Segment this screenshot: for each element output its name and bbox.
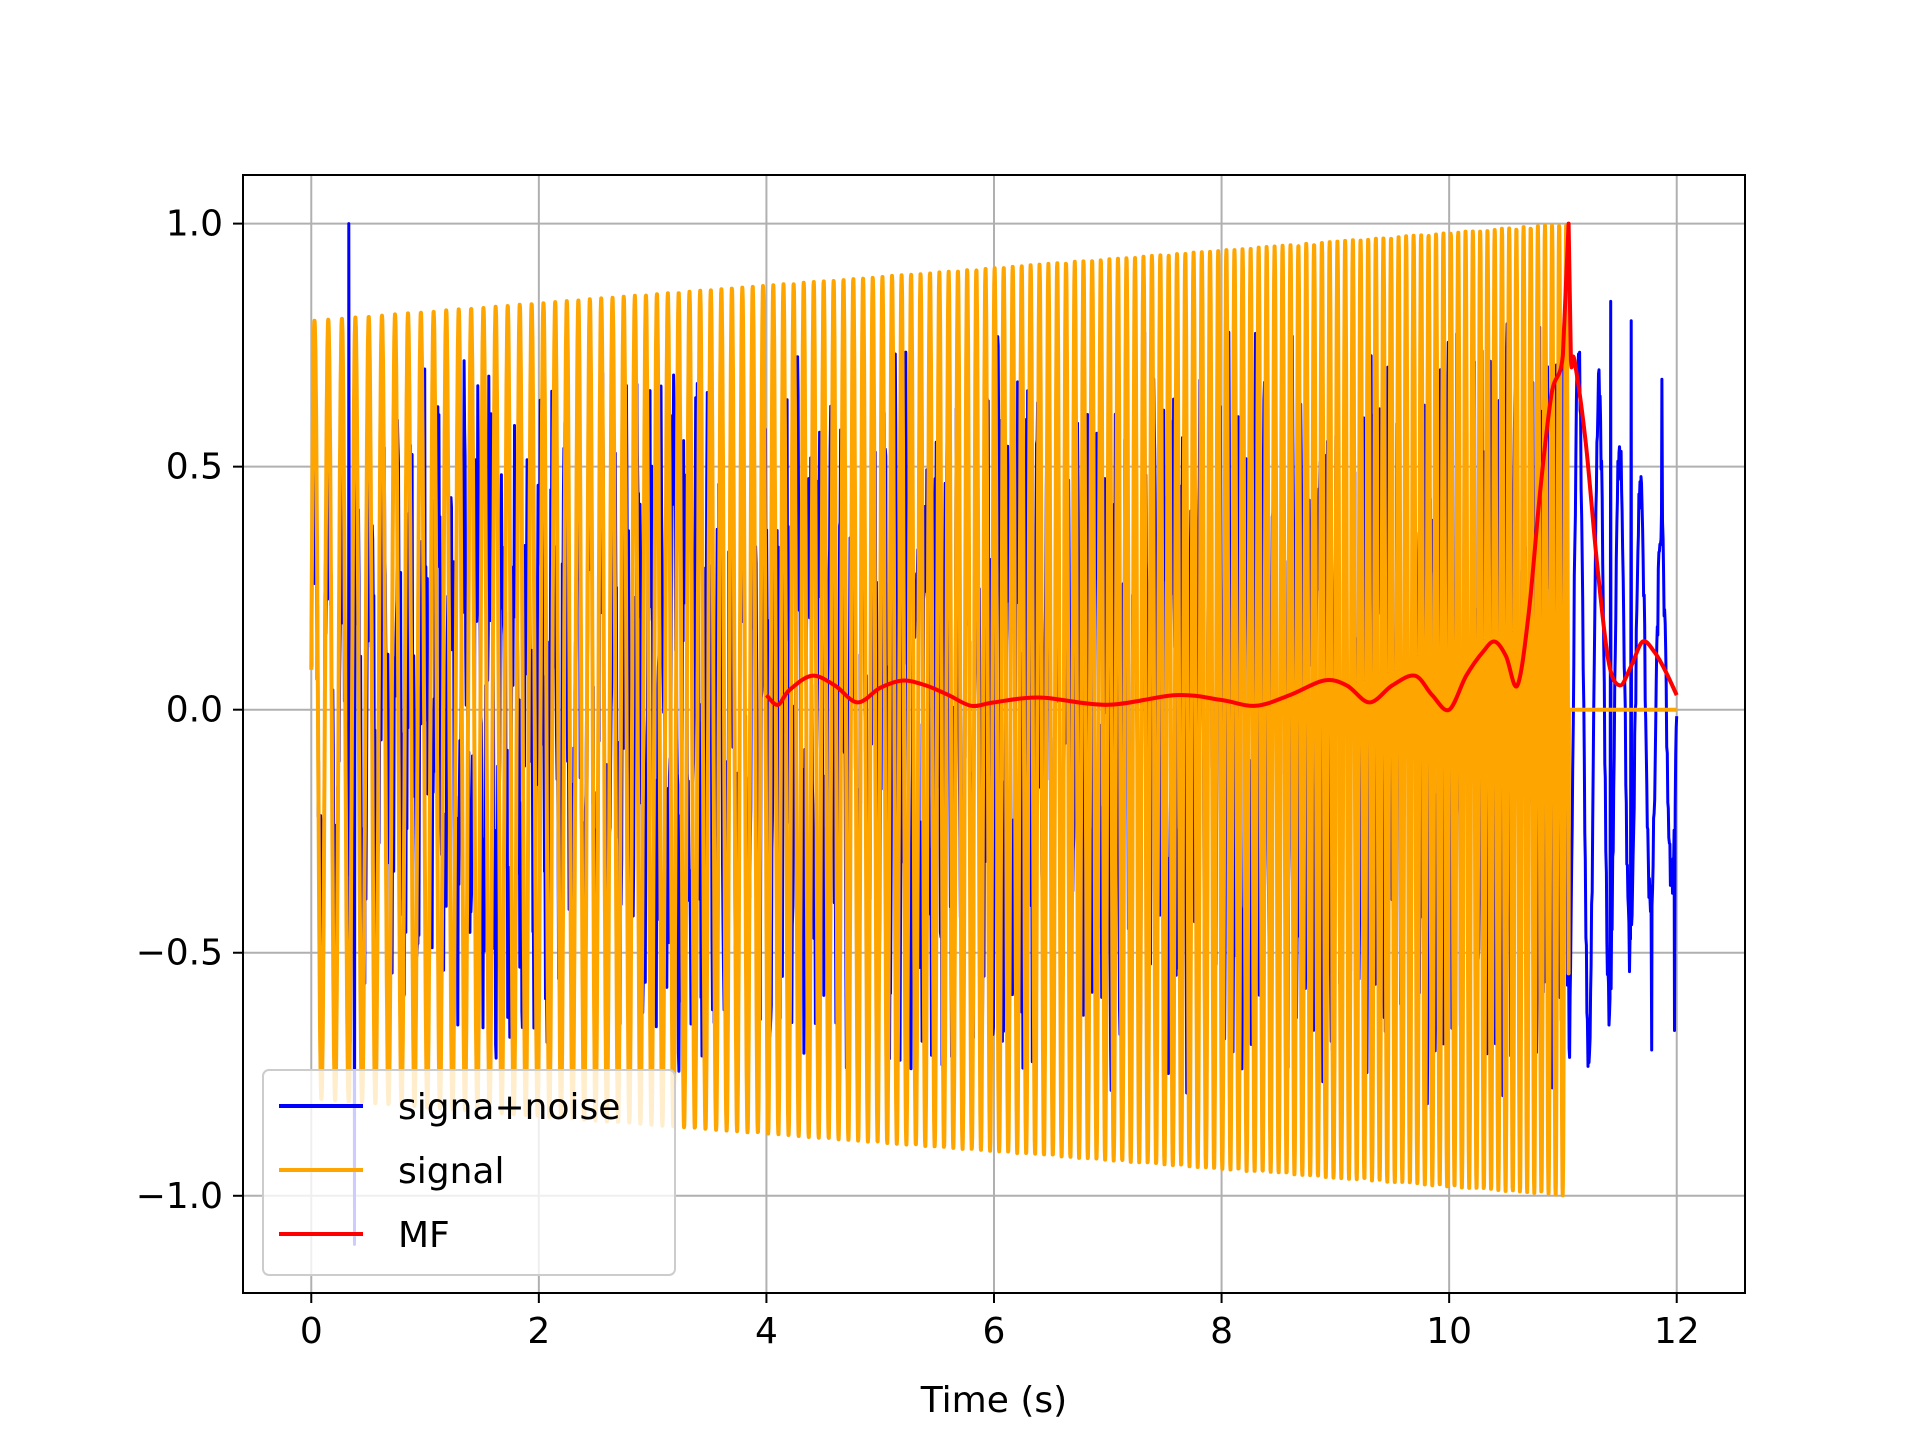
y-tick-label: 1.0 xyxy=(166,204,223,245)
y-tick-label: 0.0 xyxy=(166,690,223,731)
plot-area xyxy=(309,221,1679,1246)
legend-label: signal xyxy=(398,1151,505,1192)
x-tick-label: 0 xyxy=(300,1311,323,1352)
x-axis-label: Time (s) xyxy=(920,1380,1067,1421)
x-tick-label: 10 xyxy=(1426,1311,1472,1352)
legend-box xyxy=(262,1069,676,1276)
axis-ticks: 0 2 4 6 8 10 12 −1.0 −0.5 0.0 0.5 1.0 xyxy=(136,204,1700,1352)
series-mf-line xyxy=(764,221,1679,713)
y-tick-label: −0.5 xyxy=(136,933,223,974)
legend-label: MF xyxy=(398,1215,450,1256)
y-tick-label: 0.5 xyxy=(166,447,223,488)
legend-label: signa+noise xyxy=(398,1087,620,1128)
x-tick-label: 6 xyxy=(983,1311,1006,1352)
y-tick-label: −1.0 xyxy=(136,1176,223,1217)
series-layer xyxy=(309,221,1679,1246)
x-tick-label: 12 xyxy=(1654,1311,1700,1352)
x-tick-label: 2 xyxy=(527,1311,550,1352)
x-tick-label: 8 xyxy=(1210,1311,1233,1352)
legend: signa+noise signal MF xyxy=(262,1069,676,1276)
x-tick-label: 4 xyxy=(755,1311,778,1352)
series-signal-line xyxy=(309,223,1679,1198)
